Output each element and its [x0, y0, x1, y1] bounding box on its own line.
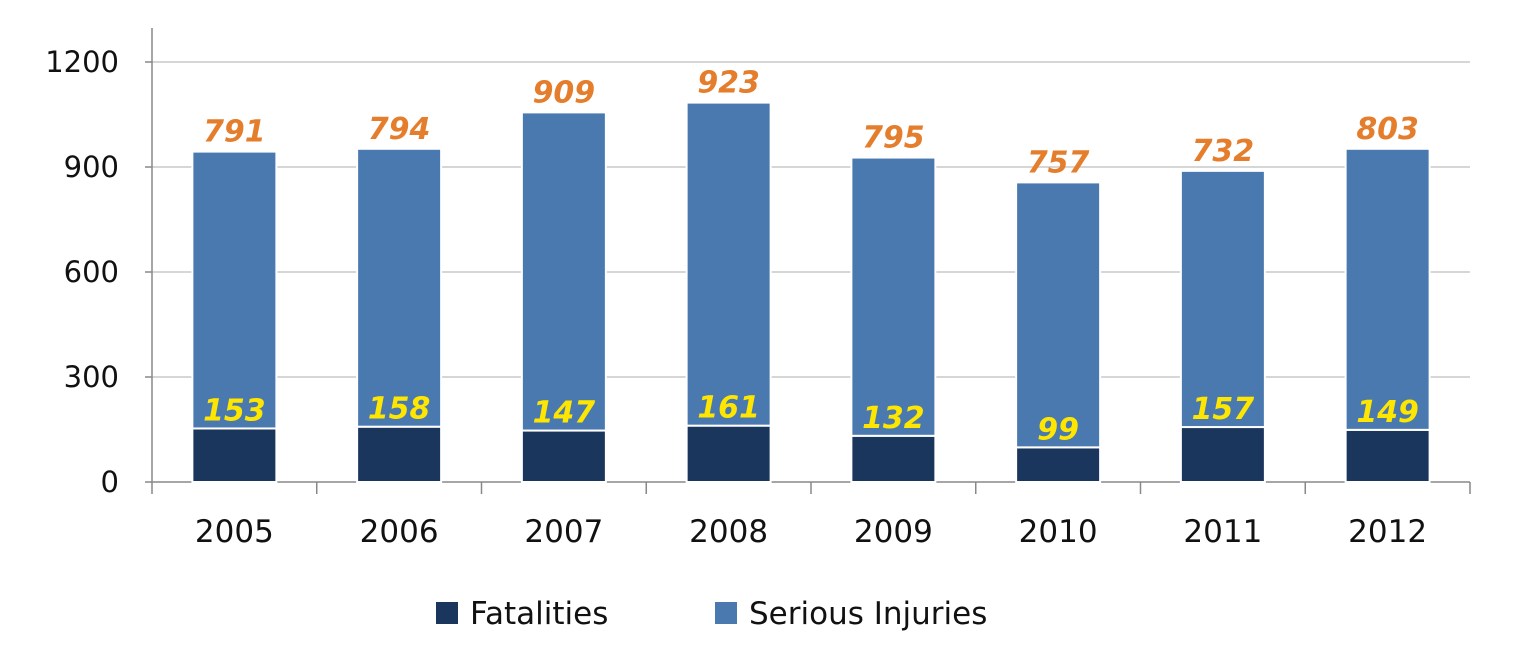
x-tick-label-2010: 2010 [1019, 514, 1098, 550]
x-tick-label-2005: 2005 [195, 514, 274, 550]
data-labels: 153 791 158 794 147 909 161 923 132 795 99 757 157 73… [203, 66, 1419, 448]
legend-item-serious-injuries: Serious Injuries [715, 596, 987, 632]
data-label-fatalities-2007: 147 [533, 396, 596, 431]
x-tick-label-2011: 2011 [1183, 514, 1262, 550]
bar-serious-injuries-2007 [520, 111, 607, 432]
y-tick-label: 300 [64, 360, 119, 394]
bar-serious-injuries-2009 [850, 156, 937, 437]
y-tick-label: 1200 [45, 45, 119, 79]
bar-fatalities-2006 [356, 425, 443, 484]
data-label-fatalities-2012: 149 [1356, 395, 1419, 430]
data-label-serious-injuries-2008: 923 [697, 66, 760, 101]
legend-item-fatalities: Fatalities [436, 596, 608, 632]
data-label-serious-injuries-2006: 794 [368, 112, 431, 147]
data-label-serious-injuries-2005: 791 [203, 115, 266, 150]
bar-serious-injuries-2010 [1015, 181, 1102, 449]
bar-fatalities-2012 [1344, 428, 1431, 484]
legend-swatch-fatalities [436, 602, 458, 624]
data-label-serious-injuries-2010: 757 [1027, 145, 1090, 180]
legend-swatch-serious-injuries [715, 602, 737, 624]
legend-label-serious-injuries: Serious Injuries [749, 596, 987, 632]
y-tick-label: 600 [64, 255, 119, 289]
data-label-fatalities-2009: 132 [862, 401, 925, 436]
bar-fatalities-2007 [520, 429, 607, 483]
bar-fatalities-2005 [191, 427, 278, 484]
x-tick-label-2009: 2009 [854, 514, 933, 550]
data-label-serious-injuries-2009: 795 [862, 121, 925, 156]
data-label-fatalities-2010: 99 [1037, 412, 1079, 447]
x-tick-label-2008: 2008 [689, 514, 768, 550]
bar-fatalities-2010 [1015, 446, 1102, 484]
bar-serious-injuries-2005 [191, 150, 278, 430]
bar-serious-injuries-2011 [1179, 169, 1266, 429]
y-tick-label: 0 [101, 465, 119, 499]
legend: Fatalities Serious Injuries [436, 596, 987, 632]
data-label-serious-injuries-2012: 803 [1356, 112, 1419, 147]
legend-label-fatalities: Fatalities [470, 596, 608, 632]
bars [191, 101, 1431, 484]
bar-serious-injuries-2006 [356, 147, 443, 428]
data-label-fatalities-2005: 153 [203, 393, 266, 428]
x-tick-label-2007: 2007 [524, 514, 603, 550]
bar-serious-injuries-2012 [1344, 147, 1431, 431]
bar-serious-injuries-2008 [685, 101, 772, 427]
x-tick-label-2012: 2012 [1348, 514, 1427, 550]
bar-fatalities-2009 [850, 434, 937, 483]
x-tick-label-2006: 2006 [360, 514, 439, 550]
data-label-fatalities-2011: 157 [1192, 392, 1255, 427]
data-label-serious-injuries-2011: 732 [1192, 134, 1255, 169]
gridlines [152, 61, 1470, 378]
data-label-fatalities-2006: 158 [368, 392, 431, 427]
data-label-fatalities-2008: 161 [697, 391, 760, 426]
y-tick-label: 900 [64, 150, 119, 184]
bar-fatalities-2011 [1179, 426, 1266, 483]
bar-fatalities-2008 [685, 424, 772, 483]
data-label-serious-injuries-2007: 909 [533, 75, 596, 110]
